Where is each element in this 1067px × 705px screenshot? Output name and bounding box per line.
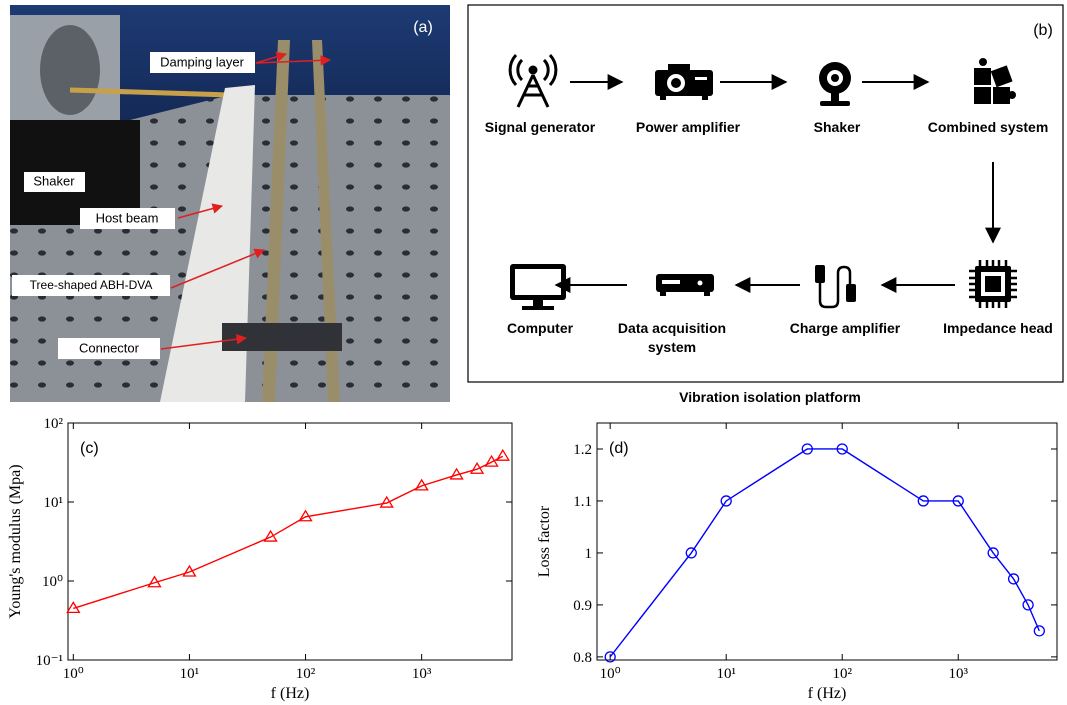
x-tick-label: 10³ bbox=[948, 666, 968, 682]
x-tick-label: 10¹ bbox=[180, 666, 200, 682]
diagram-caption: Vibration isolation platform bbox=[679, 389, 861, 405]
panel-label: (d) bbox=[609, 440, 629, 457]
node-label: system bbox=[648, 339, 696, 355]
photo-label: Connector bbox=[79, 340, 140, 355]
icon-impedance-head bbox=[969, 260, 1017, 308]
y-tick-label: 1.2 bbox=[573, 442, 592, 458]
y-axis-label: Young's modulus (Mpa) bbox=[7, 464, 24, 618]
panel-label: (b) bbox=[1033, 22, 1053, 39]
photo-label: Damping layer bbox=[160, 54, 244, 69]
plot-frame bbox=[68, 423, 512, 660]
node-label: Data acquisition bbox=[618, 320, 726, 336]
plot-frame bbox=[597, 423, 1057, 660]
node-label: Shaker bbox=[814, 119, 861, 135]
shaker-face bbox=[40, 25, 100, 115]
x-tick-label: 10¹ bbox=[716, 666, 736, 682]
y-tick-label: 10² bbox=[44, 416, 64, 432]
photo-label: Shaker bbox=[33, 173, 75, 188]
y-tick-label: 1 bbox=[585, 546, 593, 562]
diagram-panel: (b) bbox=[468, 5, 1063, 405]
node-label: Charge amplifier bbox=[790, 320, 901, 336]
x-tick-label: 10⁰ bbox=[63, 666, 84, 682]
photo-label: Tree-shaped ABH-DVA bbox=[30, 278, 153, 292]
node-label: Computer bbox=[507, 320, 574, 336]
connector bbox=[222, 323, 342, 351]
node-label: Signal generator bbox=[485, 119, 596, 135]
photo-panel: (a) Damping layer Shaker Host beam Tree-… bbox=[10, 5, 450, 402]
node-label: Power amplifier bbox=[636, 119, 741, 135]
x-tick-label: 10³ bbox=[412, 666, 432, 682]
x-tick-label: 10² bbox=[296, 666, 316, 682]
x-tick-label: 10⁰ bbox=[600, 666, 621, 682]
y-tick-label: 10¹ bbox=[44, 495, 64, 511]
y-axis-label: Loss factor bbox=[536, 505, 553, 577]
x-axis-label: f (Hz) bbox=[808, 685, 847, 702]
figure: (a) Damping layer Shaker Host beam Tree-… bbox=[0, 0, 1067, 705]
y-tick-label: 10⁰ bbox=[42, 574, 63, 590]
x-axis-label: f (Hz) bbox=[271, 685, 310, 702]
y-tick-label: 10⁻¹ bbox=[36, 653, 63, 669]
y-tick-label: 0.9 bbox=[573, 598, 592, 614]
node-label: Impedance head bbox=[943, 320, 1053, 336]
panel-label: (c) bbox=[80, 440, 99, 457]
node-label: Combined system bbox=[928, 119, 1049, 135]
photo-label: Host beam bbox=[96, 210, 159, 225]
panel-label: (a) bbox=[413, 19, 433, 36]
y-tick-label: 1.1 bbox=[573, 494, 592, 510]
y-tick-label: 0.8 bbox=[573, 650, 592, 666]
x-tick-label: 10² bbox=[832, 666, 852, 682]
